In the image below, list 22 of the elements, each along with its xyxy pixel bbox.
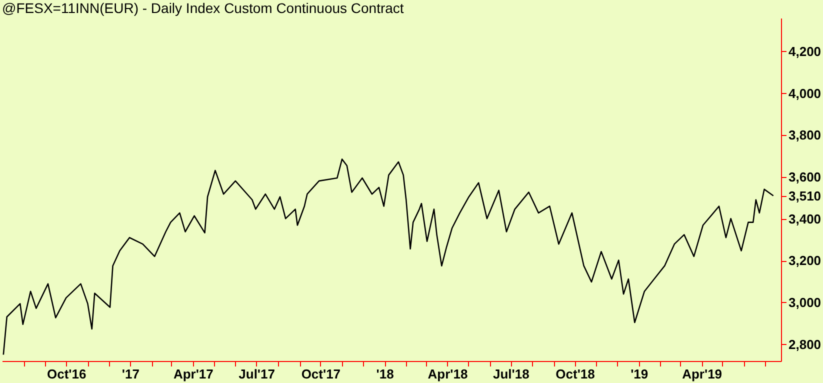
x-tick-label: '18 — [376, 366, 394, 382]
line-series — [2, 158, 774, 356]
x-tick-label: '17 — [122, 366, 140, 382]
x-tick-label: Apr'19 — [682, 366, 722, 382]
x-tick-label: Jul'18 — [492, 366, 530, 382]
x-tick-label: Apr'18 — [428, 366, 468, 382]
y-tick-label: 4,000 — [788, 86, 822, 101]
x-tick-label: Oct'17 — [301, 366, 341, 382]
x-tick-label: '19 — [630, 366, 648, 382]
y-tick-label: 3,800 — [788, 128, 822, 143]
x-tick-label: Oct'16 — [46, 366, 86, 382]
chart-title: @FESX=11INN(EUR) - Daily Index Custom Continuous Contract — [2, 0, 404, 16]
y-tick-label: 3,600 — [788, 169, 822, 184]
y-tick-label: 3,400 — [788, 211, 822, 226]
x-tick-label: Oct'18 — [556, 366, 595, 382]
y-tick-label: 3,200 — [788, 253, 822, 268]
x-tick-label: Jul'17 — [238, 366, 275, 382]
x-tick-label: Apr'17 — [173, 366, 214, 382]
y-tick-label: 3,510 — [788, 188, 822, 204]
y-tick-label: 2,800 — [788, 336, 822, 352]
y-tick-label: 3,000 — [788, 294, 822, 310]
y-tick-label: 4,200 — [788, 44, 822, 59]
